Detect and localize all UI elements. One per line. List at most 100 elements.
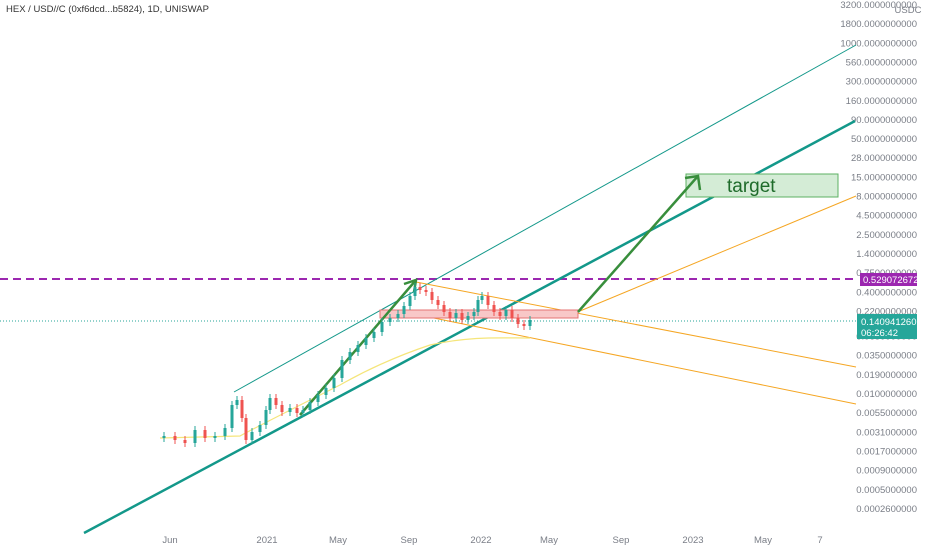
candle-body xyxy=(288,408,292,412)
x-tick-label: May xyxy=(329,535,347,546)
candle-body xyxy=(408,296,412,306)
candle-body xyxy=(454,313,458,318)
x-tick-label: Jun xyxy=(162,535,177,546)
y-tick-label: 0.0002600000 xyxy=(856,504,917,515)
candle-body xyxy=(295,408,299,413)
candle-body xyxy=(183,440,187,443)
candlestick-series xyxy=(162,283,532,447)
candle-body xyxy=(274,398,278,405)
candle-body xyxy=(348,352,352,360)
candle-body xyxy=(280,405,284,412)
candle-body xyxy=(486,296,490,305)
candle-body xyxy=(448,312,452,318)
y-tick-label: 0.0350000000 xyxy=(856,351,917,362)
candle-body xyxy=(258,425,262,432)
candle-body xyxy=(492,305,496,312)
candle-body xyxy=(418,287,422,290)
candle-body xyxy=(424,290,428,292)
x-tick-label: Sep xyxy=(613,535,630,546)
candle-body xyxy=(173,436,177,440)
y-tick-label: 0.0100000000 xyxy=(856,389,917,400)
candle-body xyxy=(250,432,254,440)
y-tick-label: 1.4000000000 xyxy=(856,249,917,260)
candle-body xyxy=(223,428,227,436)
y-tick-label: 90.0000000000 xyxy=(851,115,917,126)
candle-body xyxy=(203,430,207,438)
x-tick-label: May xyxy=(754,535,772,546)
svg-text:0.1409412602: 0.1409412602 xyxy=(861,317,922,328)
green-arrowhead-2 xyxy=(684,174,702,191)
candle-body xyxy=(388,318,392,322)
green-arrow-path-2 xyxy=(577,175,699,313)
candle-body xyxy=(230,405,234,428)
y-tick-label: 0.0055000000 xyxy=(856,408,917,419)
candle-body xyxy=(380,322,384,332)
orange-upper-line xyxy=(579,195,857,312)
x-tick-label: 7 xyxy=(817,535,822,546)
candle-body xyxy=(213,436,217,438)
y-tick-label: 0.0017000000 xyxy=(856,446,917,457)
candle-body xyxy=(264,410,268,425)
candle-body xyxy=(244,418,248,440)
moving-average-line xyxy=(159,337,531,439)
x-tick-label: May xyxy=(540,535,558,546)
y-tick-label: 4.5000000000 xyxy=(856,211,917,222)
y-tick-label: 28.0000000000 xyxy=(851,153,917,164)
candle-body xyxy=(402,306,406,314)
candle-body xyxy=(332,378,336,388)
candle-body xyxy=(162,436,166,438)
y-tick-label: 1000.0000000000 xyxy=(840,38,917,49)
candle-body xyxy=(240,400,244,418)
y-tick-label: 0.0190000000 xyxy=(856,370,917,381)
candle-body xyxy=(522,324,526,326)
candle-body xyxy=(268,398,272,410)
candle-body xyxy=(442,305,446,312)
y-tick-label: 15.0000000000 xyxy=(851,172,917,183)
candle-body xyxy=(324,388,328,395)
x-tick-label: Sep xyxy=(401,535,418,546)
resistance-price-badge: 0.5290726725 xyxy=(860,273,924,286)
candle-body xyxy=(308,402,312,410)
y-tick-label: 8.0000000000 xyxy=(856,192,917,203)
y-axis-tick-labels: 3200.0000000000 1800.0000000000 1000.00000… xyxy=(840,0,917,515)
y-tick-label: 300.0000000000 xyxy=(846,77,917,88)
y-tick-label: 1800.0000000000 xyxy=(840,19,917,30)
y-tick-label: 0.0009000000 xyxy=(856,466,917,477)
candle-body xyxy=(460,313,464,320)
chart-drawings: target xyxy=(0,44,858,535)
upper-channel-line xyxy=(233,44,857,393)
candle-body xyxy=(510,310,514,318)
candle-body xyxy=(476,300,480,312)
candle-body xyxy=(364,338,368,345)
svg-text:06:26:42: 06:26:42 xyxy=(861,328,898,339)
candle-body xyxy=(436,300,440,305)
currency-label: USDC xyxy=(895,5,922,16)
y-tick-label: 0.0031000000 xyxy=(856,427,917,438)
candle-body xyxy=(316,395,320,402)
y-tick-label: 560.0000000000 xyxy=(846,57,917,68)
candle-body xyxy=(430,292,434,300)
y-tick-label: 2.5000000000 xyxy=(856,230,917,241)
x-axis-tick-labels: Jun 2021 May Sep 2022 May Sep 2023 May 7 xyxy=(162,535,822,546)
candle-body xyxy=(472,312,476,316)
candle-body xyxy=(504,310,508,316)
candle-body xyxy=(340,360,344,378)
orange-falling-line-2 xyxy=(423,315,857,405)
candle-body xyxy=(396,314,400,318)
candle-body xyxy=(480,296,484,300)
candle-body xyxy=(356,345,360,352)
y-tick-label: 0.0005000000 xyxy=(856,485,917,496)
svg-text:0.5290726725: 0.5290726725 xyxy=(863,275,924,286)
y-tick-label: 0.2200000000 xyxy=(856,306,917,317)
y-tick-label: 0.4000000000 xyxy=(856,287,917,298)
candle-body xyxy=(193,430,197,443)
x-tick-label: 2021 xyxy=(256,535,277,546)
candle-body xyxy=(528,320,532,326)
candle-body xyxy=(516,318,520,324)
y-tick-label: 160.0000000000 xyxy=(846,96,917,107)
target-zone-box xyxy=(685,173,839,198)
candle-body xyxy=(466,316,470,320)
y-tick-label: 3200.0000000000 xyxy=(840,0,917,11)
candle-body xyxy=(235,400,239,405)
